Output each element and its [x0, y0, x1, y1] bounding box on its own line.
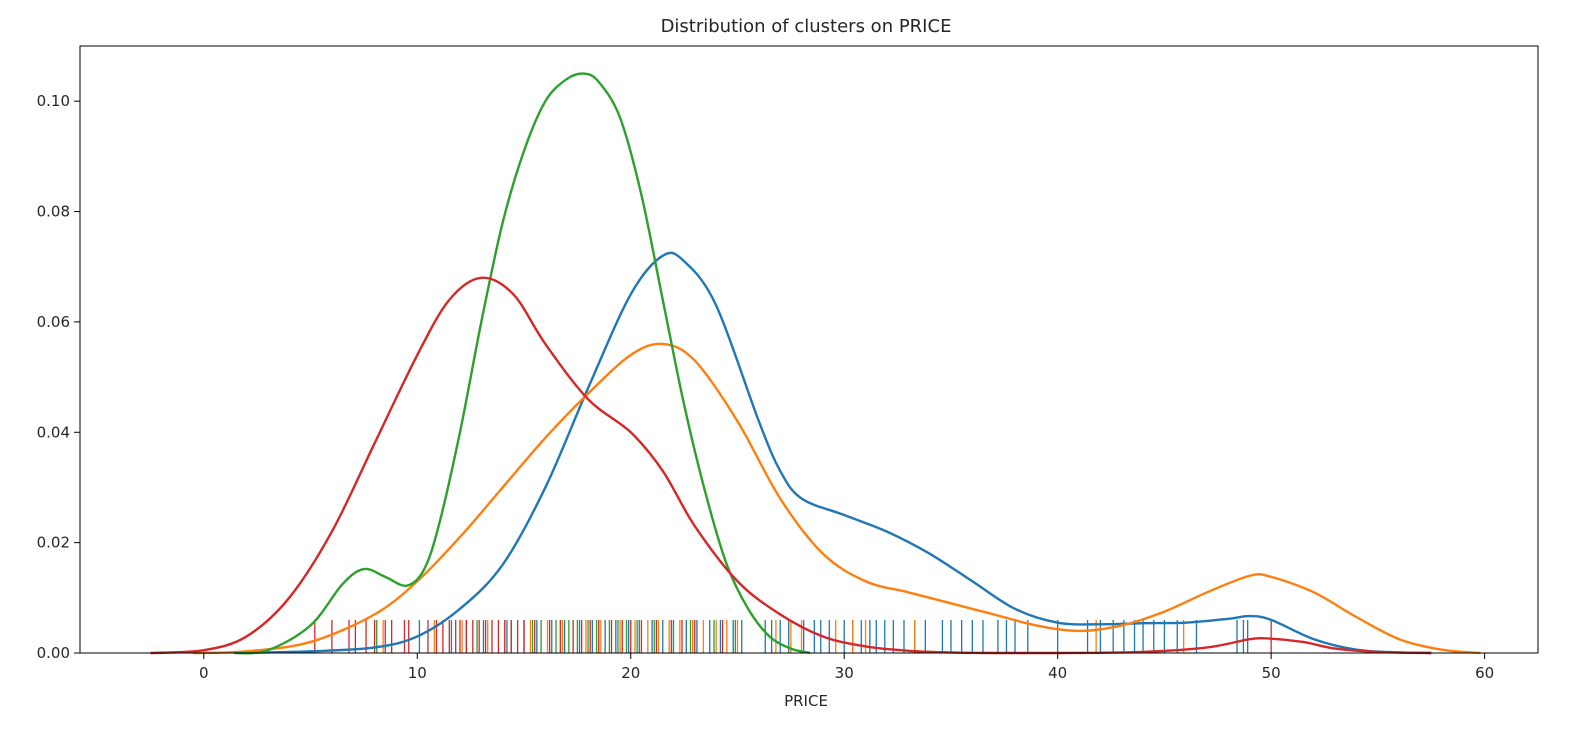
- y-tick-label: 0.02: [37, 534, 70, 552]
- x-axis-label: PRICE: [784, 692, 828, 710]
- x-tick-label: 20: [621, 664, 640, 682]
- density-line: [150, 276, 1432, 655]
- y-tick-label: 0.08: [37, 203, 70, 221]
- density-line: [233, 72, 811, 655]
- density-line: [235, 251, 1432, 655]
- x-tick-label: 10: [408, 664, 427, 682]
- x-tick-label: 50: [1262, 664, 1281, 682]
- plot-frame: [79, 45, 1539, 654]
- density-line: [193, 342, 1481, 655]
- y-tick-label: 0.00: [37, 644, 70, 662]
- y-tick-label: 0.04: [37, 423, 70, 441]
- y-axis: 0.00 0.02 0.04 0.06 0.08 0.10: [37, 92, 80, 662]
- chart-title: Distribution of clusters on PRICE: [661, 16, 952, 37]
- x-tick-label: 0: [199, 664, 209, 682]
- x-tick-label: 60: [1475, 664, 1494, 682]
- y-tick-label: 0.06: [37, 313, 70, 331]
- y-tick-label: 0.10: [37, 92, 70, 110]
- lines-layer: [150, 72, 1481, 655]
- x-tick-label: 30: [835, 664, 854, 682]
- x-tick-label: 40: [1048, 664, 1067, 682]
- x-axis: 0 10 20 30 40 50 60: [199, 653, 1494, 682]
